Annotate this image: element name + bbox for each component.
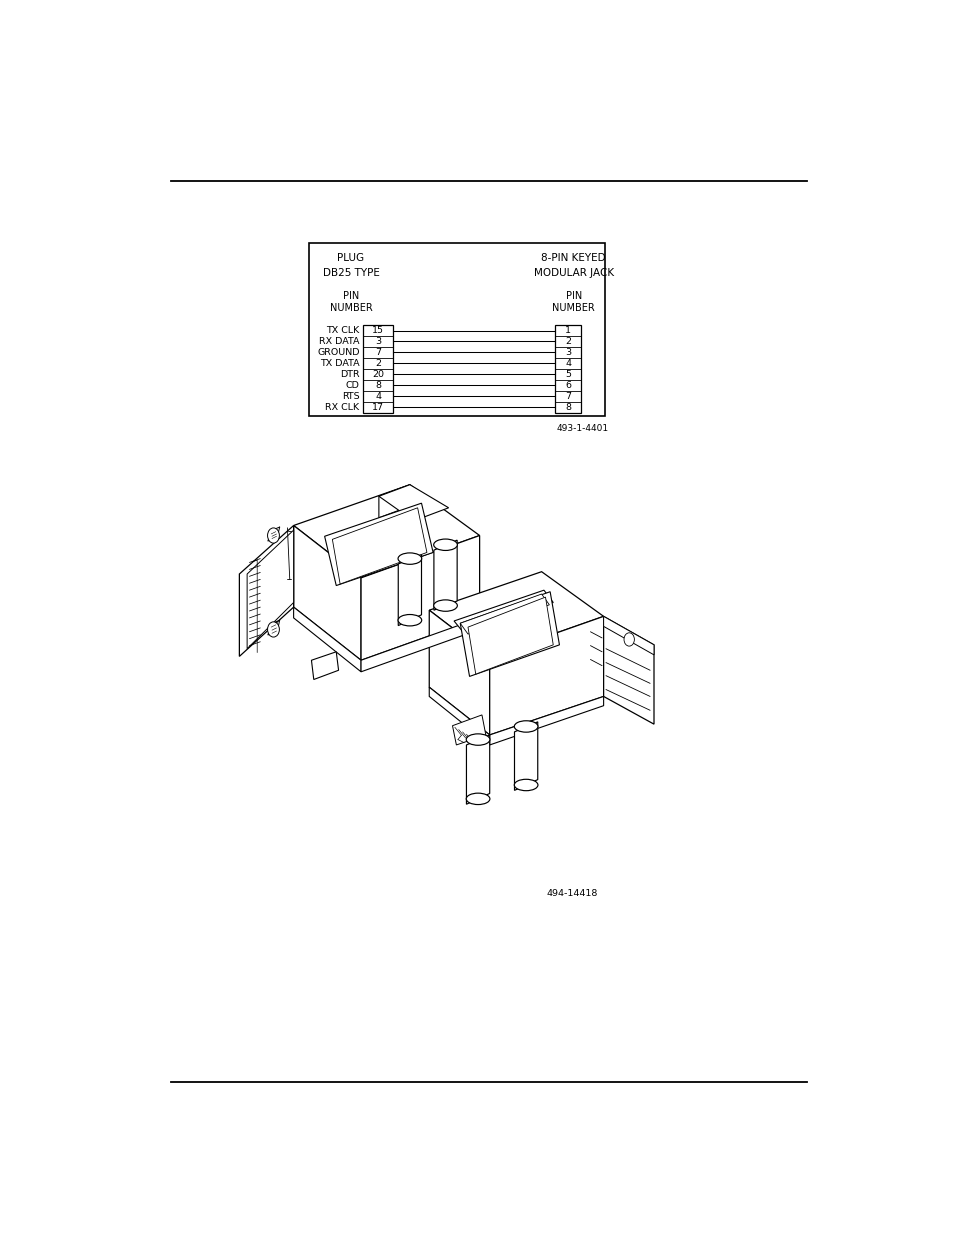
Text: 8-PIN KEYED: 8-PIN KEYED (541, 253, 605, 263)
Polygon shape (397, 555, 421, 626)
Text: CD: CD (345, 380, 359, 390)
Bar (363, 325, 393, 412)
Text: 15: 15 (372, 326, 384, 335)
Text: 6: 6 (565, 380, 571, 390)
Polygon shape (294, 526, 360, 661)
Polygon shape (332, 508, 427, 584)
Polygon shape (360, 536, 479, 661)
Text: TX DATA: TX DATA (319, 359, 359, 368)
Polygon shape (459, 594, 549, 634)
Polygon shape (294, 484, 479, 578)
Ellipse shape (466, 793, 490, 804)
Text: 4: 4 (565, 359, 571, 368)
Bar (309, 243, 604, 416)
Polygon shape (429, 610, 489, 735)
Ellipse shape (514, 779, 537, 790)
Polygon shape (429, 687, 489, 745)
Text: RX DATA: RX DATA (318, 337, 359, 346)
Text: 3: 3 (375, 337, 380, 346)
Polygon shape (459, 592, 558, 677)
Text: PLUG: PLUG (337, 253, 364, 263)
Polygon shape (247, 530, 294, 648)
Text: 494-14418: 494-14418 (546, 889, 598, 898)
Text: DTR: DTR (339, 369, 359, 379)
Bar (555, 325, 580, 412)
Circle shape (623, 632, 634, 646)
Text: PIN
NUMBER: PIN NUMBER (330, 291, 372, 314)
Polygon shape (311, 652, 338, 679)
Text: GROUND: GROUND (316, 348, 359, 357)
Text: 5: 5 (565, 369, 571, 379)
Text: RTS: RTS (341, 391, 359, 400)
Text: 1: 1 (565, 326, 571, 335)
Polygon shape (603, 616, 654, 724)
Ellipse shape (514, 721, 537, 732)
Polygon shape (324, 503, 433, 585)
Text: MODULAR JACK: MODULAR JACK (533, 268, 613, 278)
Polygon shape (466, 735, 489, 804)
Polygon shape (489, 616, 603, 735)
Text: 20: 20 (372, 369, 384, 379)
Polygon shape (603, 616, 654, 655)
Ellipse shape (466, 734, 490, 745)
Text: 493-1-4401: 493-1-4401 (556, 424, 608, 433)
Text: 4: 4 (375, 391, 380, 400)
Polygon shape (378, 484, 448, 521)
Polygon shape (360, 618, 479, 672)
Polygon shape (468, 597, 553, 674)
Ellipse shape (397, 553, 421, 564)
Polygon shape (454, 590, 553, 634)
Text: 7: 7 (375, 348, 380, 357)
Ellipse shape (397, 615, 421, 626)
Ellipse shape (434, 600, 456, 611)
Polygon shape (378, 484, 410, 517)
Polygon shape (239, 526, 294, 656)
Text: 3: 3 (565, 348, 571, 357)
Polygon shape (489, 697, 603, 745)
Polygon shape (429, 572, 603, 656)
Text: 8: 8 (375, 380, 380, 390)
Polygon shape (294, 608, 360, 672)
Text: 8: 8 (565, 403, 571, 411)
Text: 17: 17 (372, 403, 384, 411)
Text: 7: 7 (565, 391, 571, 400)
Polygon shape (514, 721, 537, 790)
Polygon shape (452, 715, 485, 745)
Text: PIN
NUMBER: PIN NUMBER (552, 291, 595, 314)
Polygon shape (434, 540, 456, 610)
Text: 2: 2 (565, 337, 571, 346)
Text: TX CLK: TX CLK (326, 326, 359, 335)
Circle shape (267, 527, 279, 543)
Circle shape (267, 622, 279, 637)
Text: RX CLK: RX CLK (325, 403, 359, 411)
Ellipse shape (434, 538, 456, 551)
Text: DB25 TYPE: DB25 TYPE (322, 268, 379, 278)
Text: 2: 2 (375, 359, 380, 368)
